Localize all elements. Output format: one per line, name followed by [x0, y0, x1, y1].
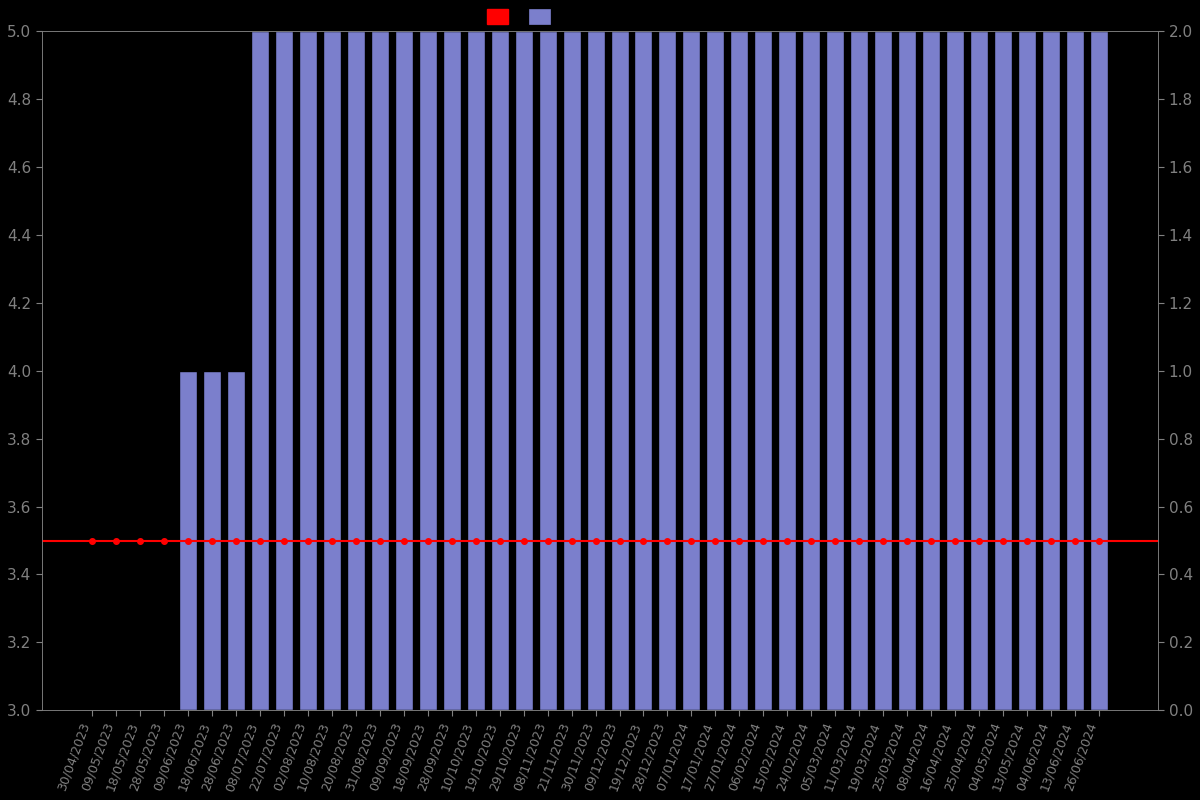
- Bar: [707, 31, 725, 710]
- Bar: [611, 31, 629, 710]
- Bar: [299, 31, 317, 710]
- Bar: [731, 31, 749, 710]
- Bar: [491, 31, 509, 710]
- Bar: [874, 31, 892, 710]
- Bar: [970, 31, 988, 710]
- Bar: [850, 31, 868, 710]
- Bar: [802, 31, 820, 710]
- Bar: [779, 31, 797, 710]
- Bar: [323, 31, 341, 710]
- Bar: [515, 31, 533, 710]
- Bar: [1066, 31, 1084, 710]
- Bar: [347, 31, 365, 710]
- Bar: [1018, 31, 1036, 710]
- Bar: [179, 370, 197, 710]
- Bar: [755, 31, 773, 710]
- Bar: [371, 31, 389, 710]
- Bar: [587, 31, 605, 710]
- Bar: [1090, 31, 1108, 710]
- Bar: [251, 31, 269, 710]
- Bar: [443, 31, 461, 710]
- Bar: [946, 31, 964, 710]
- Bar: [203, 370, 221, 710]
- Bar: [994, 31, 1012, 710]
- Bar: [563, 31, 581, 710]
- Bar: [395, 31, 413, 710]
- Bar: [539, 31, 557, 710]
- Bar: [1042, 31, 1060, 710]
- Legend: , : ,: [481, 4, 562, 30]
- Bar: [275, 31, 293, 710]
- Bar: [227, 370, 245, 710]
- Bar: [898, 31, 916, 710]
- Bar: [922, 31, 940, 710]
- Bar: [683, 31, 701, 710]
- Bar: [826, 31, 844, 710]
- Bar: [635, 31, 653, 710]
- Bar: [467, 31, 485, 710]
- Bar: [659, 31, 677, 710]
- Bar: [419, 31, 437, 710]
